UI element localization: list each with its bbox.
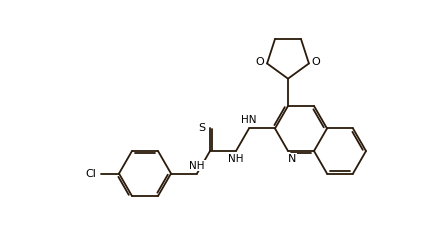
- Text: NH: NH: [228, 154, 244, 164]
- Text: HN: HN: [241, 115, 257, 125]
- Text: O: O: [255, 57, 265, 68]
- Text: S: S: [198, 123, 205, 133]
- Text: Cl: Cl: [85, 168, 96, 179]
- Text: NH: NH: [189, 161, 205, 171]
- Text: O: O: [312, 57, 320, 68]
- Text: N: N: [288, 154, 296, 164]
